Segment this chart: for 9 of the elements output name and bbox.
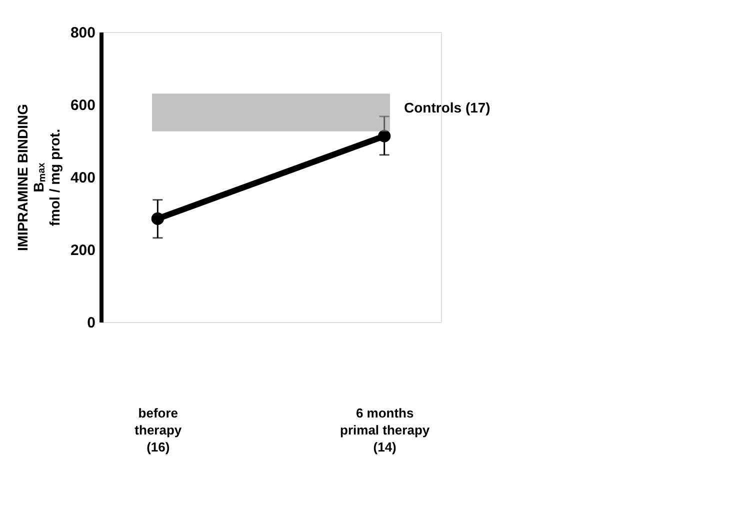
band-label: Controls (17) xyxy=(404,100,490,116)
y-tick-label: 800 xyxy=(70,24,96,42)
x-tick-label: before therapy (16) xyxy=(134,406,182,454)
x-tick-label: 6 months primal therapy (14) xyxy=(340,406,430,454)
y-tick-label: 600 xyxy=(70,97,96,114)
y-tick-label: 200 xyxy=(70,242,96,259)
y-tick-label: 400 xyxy=(70,170,96,186)
y-tick-label: 0 xyxy=(87,314,96,332)
y-axis-title: IMIPRAMINE BINDING Bₘₐₓ fmol / mg prot. xyxy=(14,104,62,251)
